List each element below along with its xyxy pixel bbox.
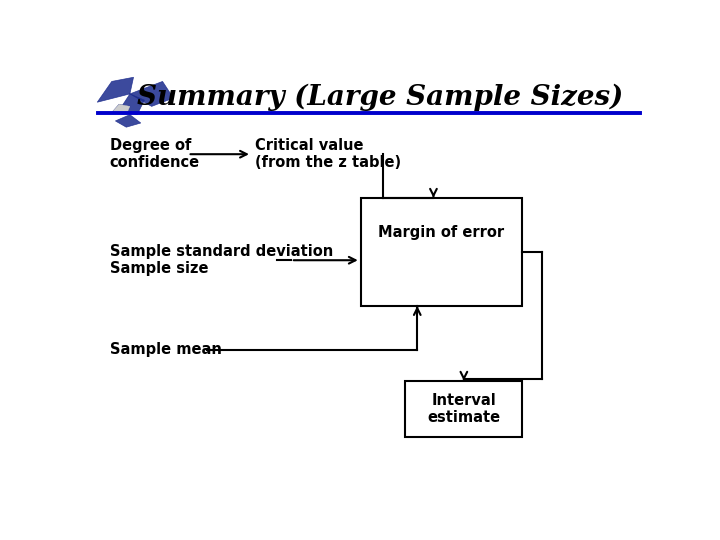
Text: Summary (Large Sample Sizes): Summary (Large Sample Sizes) [137,84,624,111]
Bar [361,198,523,306]
Polygon shape [130,82,174,106]
Polygon shape [115,114,141,127]
Text: Degree of
confidence: Degree of confidence [109,138,199,171]
Text: Critical value
(from the z table): Critical value (from the z table) [255,138,401,171]
Polygon shape [112,104,130,114]
Polygon shape [119,94,145,114]
Polygon shape [112,104,130,114]
Polygon shape [97,77,133,102]
Bar [405,381,523,437]
Text: Interval
estimate: Interval estimate [427,393,500,425]
Text: Sample mean: Sample mean [109,342,222,357]
Text: Sample standard deviation
Sample size: Sample standard deviation Sample size [109,244,333,276]
Text: Margin of error: Margin of error [379,225,505,240]
